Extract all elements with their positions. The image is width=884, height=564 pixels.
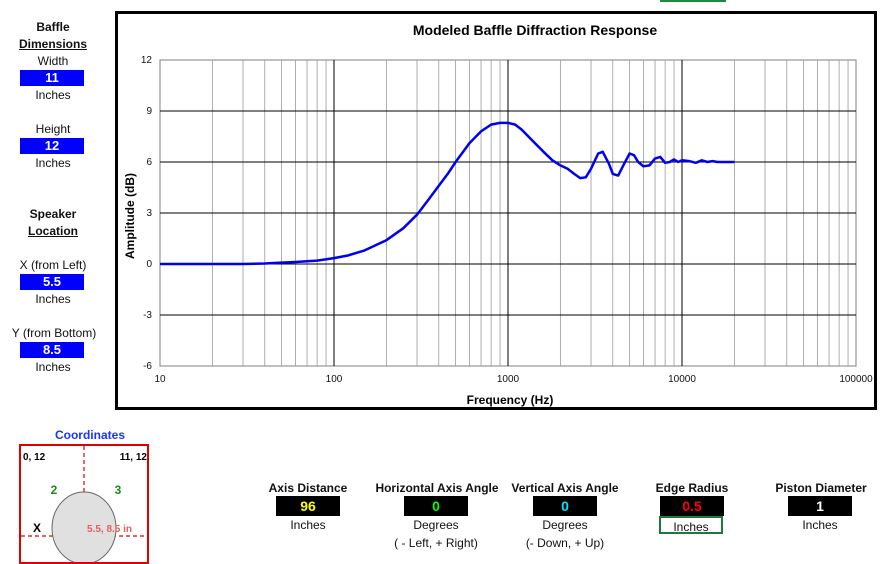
- diffraction-chart: Modeled Baffle Diffraction Response 10 10…: [123, 22, 873, 407]
- x-axis-label: Frequency (Hz): [467, 393, 554, 407]
- horizontal-angle-input[interactable]: 0: [404, 496, 468, 516]
- y-unit: Inches: [35, 360, 71, 374]
- speaker-subtitle: Location: [28, 224, 78, 238]
- coordinates-svg: 0, 12 11, 12 2 3 X 5.5, 8.5 in: [21, 446, 148, 562]
- speaker-title: Speaker: [29, 207, 77, 221]
- vertical-angle-unit: Degrees: [542, 518, 588, 532]
- coord-top-left: 0, 12: [23, 452, 46, 463]
- width-input[interactable]: 11: [20, 70, 84, 86]
- x-unit: Inches: [35, 292, 71, 306]
- x-tick-label: 100000: [839, 374, 873, 385]
- x-tick-label: 1000: [497, 374, 520, 385]
- top-accent-line: [660, 0, 726, 2]
- horizontal-angle-label: Horizontal Axis Angle: [375, 481, 499, 495]
- x-input[interactable]: 5.5: [20, 274, 84, 290]
- axis-distance-input[interactable]: 96: [276, 496, 340, 516]
- edge-radius-label: Edge Radius: [655, 481, 729, 495]
- x-tick-label: 10: [154, 374, 166, 385]
- y-tick-label: 12: [141, 55, 153, 66]
- coord-speaker-position: 5.5, 8.5 in: [87, 524, 132, 535]
- height-unit: Inches: [35, 156, 71, 170]
- axis-distance-label: Axis Distance: [268, 481, 348, 495]
- height-label: Height: [35, 122, 71, 136]
- y-input[interactable]: 8.5: [20, 342, 84, 358]
- series-line: [160, 121, 735, 266]
- width-unit: Inches: [35, 88, 71, 102]
- coord-x-mark: X: [33, 521, 41, 535]
- height-input[interactable]: 12: [20, 138, 84, 154]
- speaker-ellipse: [51, 491, 117, 562]
- y-label: Y (from Bottom): [11, 326, 97, 340]
- y-tick-label: -6: [143, 361, 152, 372]
- vertical-angle-input[interactable]: 0: [533, 496, 597, 516]
- coord-top-right: 11, 12: [120, 452, 148, 463]
- width-label: Width: [37, 54, 69, 68]
- coordinates-title: Coordinates: [54, 428, 125, 442]
- axis-distance-unit: Inches: [290, 518, 326, 532]
- y-tick-label: 6: [146, 157, 152, 168]
- horizontal-angle-unit: Degrees: [413, 518, 459, 532]
- edge-radius-input[interactable]: 0.5: [660, 496, 724, 516]
- baffle-title: Baffle: [36, 20, 70, 34]
- piston-diameter-label: Piston Diameter: [775, 481, 867, 495]
- edge-radius-unit[interactable]: Inches: [659, 516, 723, 534]
- x-tick-label: 10000: [668, 374, 696, 385]
- y-axis-label: Amplitude (dB): [123, 173, 137, 259]
- piston-diameter-unit: Inches: [802, 518, 838, 532]
- grid: [159, 59, 857, 367]
- piston-diameter-input[interactable]: 1: [788, 496, 852, 516]
- vertical-angle-note: (- Down, + Up): [525, 536, 605, 550]
- coordinates-diagram: 0, 12 11, 12 2 3 X 5.5, 8.5 in: [19, 444, 149, 564]
- y-tick-label: 9: [146, 106, 152, 117]
- coord-quadrant-3: 3: [115, 483, 122, 497]
- baffle-subtitle: Dimensions: [18, 37, 87, 51]
- coord-quadrant-2: 2: [51, 483, 58, 497]
- chart-frame: Modeled Baffle Diffraction Response 10 10…: [115, 11, 877, 410]
- vertical-angle-label: Vertical Axis Angle: [511, 481, 619, 495]
- y-tick-label: 0: [146, 259, 152, 270]
- y-tick-label: 3: [146, 208, 152, 219]
- tick-labels: 10 100 1000 10000 100000 -6 -3 0 3 6 9 12: [141, 55, 873, 385]
- horizontal-angle-note: ( - Left, + Right): [394, 536, 478, 550]
- x-tick-label: 100: [326, 374, 343, 385]
- chart-title: Modeled Baffle Diffraction Response: [413, 22, 657, 38]
- y-tick-label: -3: [143, 310, 152, 321]
- x-label: X (from Left): [19, 258, 87, 272]
